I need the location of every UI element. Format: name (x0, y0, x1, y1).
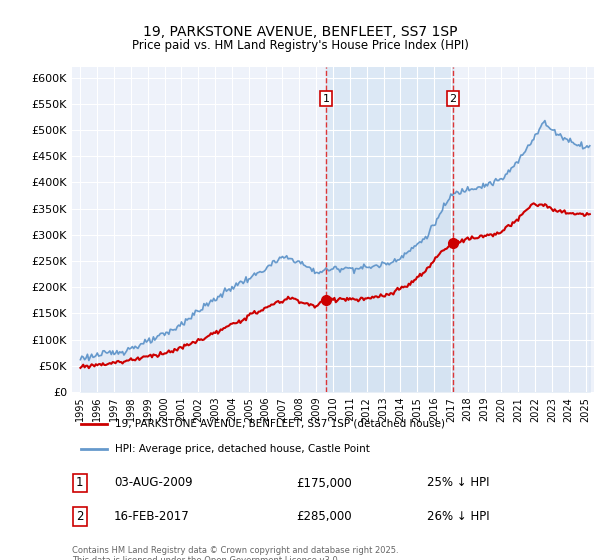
Text: HPI: Average price, detached house, Castle Point: HPI: Average price, detached house, Cast… (115, 444, 370, 454)
Text: Contains HM Land Registry data © Crown copyright and database right 2025.
This d: Contains HM Land Registry data © Crown c… (72, 546, 398, 560)
Text: 19, PARKSTONE AVENUE, BENFLEET, SS7 1SP (detached house): 19, PARKSTONE AVENUE, BENFLEET, SS7 1SP … (115, 419, 445, 429)
Text: £175,000: £175,000 (296, 477, 352, 489)
Text: 26% ↓ HPI: 26% ↓ HPI (427, 510, 490, 523)
Text: 1: 1 (76, 477, 83, 489)
Text: 1: 1 (322, 94, 329, 104)
Text: 03-AUG-2009: 03-AUG-2009 (114, 477, 193, 489)
Text: Price paid vs. HM Land Registry's House Price Index (HPI): Price paid vs. HM Land Registry's House … (131, 39, 469, 52)
Bar (326, 67, 453, 392)
Text: 2: 2 (76, 510, 83, 523)
Text: 16-FEB-2017: 16-FEB-2017 (114, 510, 190, 523)
Text: £285,000: £285,000 (296, 510, 352, 523)
Text: 2: 2 (449, 94, 457, 104)
Text: 25% ↓ HPI: 25% ↓ HPI (427, 477, 490, 489)
Text: 19, PARKSTONE AVENUE, BENFLEET, SS7 1SP: 19, PARKSTONE AVENUE, BENFLEET, SS7 1SP (143, 25, 457, 39)
